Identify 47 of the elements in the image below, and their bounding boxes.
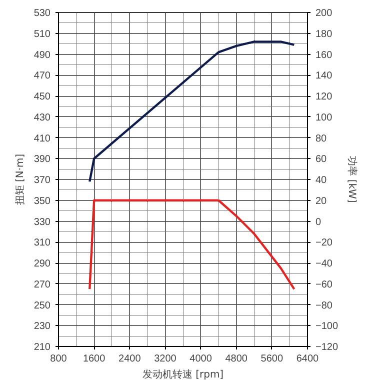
x-tick-label: 1600 (82, 354, 106, 364)
y2-tick-label: 200 (316, 8, 333, 19)
y-tick-label: 430 (34, 112, 51, 124)
y-tick-label: 310 (34, 238, 51, 249)
y-tick-label: 450 (34, 92, 51, 102)
y2-tick-label: −20 (316, 238, 333, 249)
y2-tick-label: −80 (316, 300, 333, 312)
x-axis-title: 发动机转速 [rpm] (142, 368, 224, 380)
y-tick-label: 530 (34, 8, 51, 19)
y-tick-label: 290 (34, 258, 51, 270)
y-tick-label: 210 (34, 342, 51, 353)
x-tick-label: 4000 (190, 354, 212, 364)
y-tick-label: 410 (34, 133, 51, 144)
y2-tick-label: 20 (316, 196, 328, 207)
y2-tick-label: 140 (316, 70, 333, 82)
x-tick-label: 2400 (118, 354, 142, 364)
y2-tick-label: 0 (316, 216, 322, 228)
x-tick-label: 3200 (154, 354, 177, 364)
y-tick-label: 250 (34, 300, 51, 312)
x-tick-label: 800 (50, 354, 68, 364)
y-tick-label: 370 (34, 175, 51, 186)
y-tick-label: 490 (34, 50, 51, 61)
y-axis-title: 扭矩 [N·m] (14, 154, 26, 206)
line-series (88, 40, 296, 183)
y-tick-label: 270 (34, 279, 51, 290)
y2-tick-label: −100 (316, 321, 338, 332)
y-tick-label: 390 (34, 154, 51, 166)
y2-tick-label: 180 (316, 28, 333, 40)
y2-tick-label: −40 (316, 258, 333, 270)
x-tick-label: 5600 (260, 354, 284, 364)
y2-tick-label: 100 (316, 112, 333, 124)
y-tick-label: 510 (34, 28, 51, 40)
y2-tick-label: 80 (316, 133, 328, 144)
y2-tick-label: 40 (316, 175, 328, 186)
y2-axis-title: 功率 [kW] (346, 156, 358, 203)
y2-tick-label: 160 (316, 50, 333, 61)
x-tick-label: 6400 (296, 354, 320, 364)
y2-tick-label: 120 (316, 92, 333, 102)
y-tick-label: 230 (34, 321, 51, 332)
y2-tick-label: 60 (316, 154, 328, 166)
y-tick-label: 330 (34, 216, 51, 228)
y-tick-label: 350 (34, 196, 51, 207)
y2-tick-label: −120 (316, 342, 338, 353)
y-tick-label: 470 (34, 70, 51, 82)
y2-tick-label: −60 (316, 279, 333, 290)
line-series (88, 199, 296, 290)
x-tick-label: 4800 (225, 354, 248, 364)
